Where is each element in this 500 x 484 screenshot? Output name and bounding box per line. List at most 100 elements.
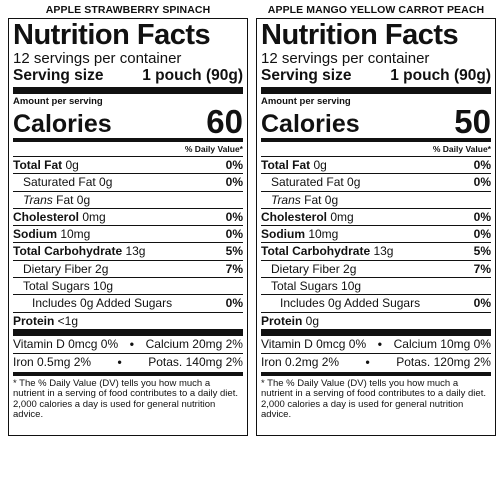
daily-value: 7% <box>225 261 243 276</box>
nutrient-amount: 10g <box>89 279 114 294</box>
total-sugars-row: Total Sugars 10g <box>261 278 491 296</box>
trans-fat-row: Trans Fat 0g <box>261 192 491 209</box>
nutrient-amount: 0g <box>321 192 339 207</box>
nutrient-label: Total Carbohydrate <box>261 244 371 259</box>
nutrient-label: Sodium <box>261 227 305 242</box>
servings-per-container: 12 servings per container <box>261 50 430 67</box>
sodium-row: Sodium 10mg 0% <box>13 226 243 244</box>
serving-size-label: Serving size <box>13 67 104 84</box>
total-sugars-row: Total Sugars 10g <box>13 278 243 296</box>
nutrient-label: Total Fat <box>261 158 311 172</box>
nutrient-amount: 0g <box>310 158 327 172</box>
serving-size-row: Serving size 1 pouch (90g) <box>261 67 491 85</box>
divider-thick <box>13 329 243 336</box>
calories-value: 50 <box>454 103 491 140</box>
nutrient-label: Includes 0g Added Sugars <box>32 296 173 311</box>
nutrient-label-italic: Trans <box>23 192 53 207</box>
daily-value: 0% <box>225 296 243 311</box>
potassium: Potas. 120mg 2% <box>396 354 491 369</box>
vitamin-row-1: Vitamin D 0mcg 0% • Calcium 20mg 2% <box>13 336 243 354</box>
daily-value: 0% <box>473 175 491 190</box>
divider-medium <box>261 371 491 376</box>
nutrient-amount: <1g <box>54 313 79 328</box>
nutrient-label: Fat <box>300 192 322 207</box>
calories-label: Calories <box>261 110 360 138</box>
nutrient-amount: 0mg <box>79 209 106 224</box>
serving-size-label: Serving size <box>261 67 352 84</box>
calories-row: Calories 60 <box>13 103 243 140</box>
nutrient-label: Dietary Fiber <box>271 261 340 276</box>
nutrient-label: Sodium <box>13 227 57 242</box>
nutrient-amount: 2g <box>339 261 357 276</box>
nutrient-amount: 2g <box>91 261 109 276</box>
protein-row: Protein <1g <box>13 311 243 330</box>
nutrient-amount: 0g <box>343 175 361 190</box>
protein-row: Protein 0g <box>261 311 491 330</box>
nutrient-label: Dietary Fiber <box>23 261 92 276</box>
nutrient-label: Saturated Fat <box>23 175 96 190</box>
saturated-fat-row: Saturated Fat 0g 0% <box>13 174 243 192</box>
nutrient-label: Total Carbohydrate <box>13 244 123 259</box>
nutrient-amount: 13g <box>122 244 146 259</box>
dietary-fiber-row: Dietary Fiber 2g 7% <box>13 261 243 279</box>
divider-medium <box>13 371 243 376</box>
daily-value: 0% <box>225 158 243 172</box>
bullet-separator: • <box>129 336 134 351</box>
daily-value: 0% <box>225 209 243 224</box>
product-name: APPLE MANGO YELLOW CARROT PEACH <box>267 4 485 16</box>
nutrient-amount: 10mg <box>305 227 339 242</box>
total-carbohydrate-row: Total Carbohydrate 13g 5% <box>13 243 243 261</box>
nutrient-amount: 13g <box>370 244 394 259</box>
nutrient-label: Total Sugars <box>271 279 338 294</box>
daily-value-header: % Daily Value* <box>261 142 491 157</box>
divider-thick <box>261 329 491 336</box>
divider-medium <box>13 138 243 142</box>
daily-value: 0% <box>225 175 243 190</box>
right-nutrition-panel: APPLE MANGO YELLOW CARROT PEACH Nutritio… <box>256 0 496 436</box>
divider-thick <box>261 87 491 94</box>
daily-value: 5% <box>473 244 491 259</box>
vitamin-row-2: Iron 0.2mg 2% • Potas. 120mg 2% <box>261 354 491 371</box>
nutrient-amount: 10mg <box>57 227 91 242</box>
nutrient-label: Saturated Fat <box>271 175 344 190</box>
nutrient-amount: 0g <box>73 192 91 207</box>
daily-value: 0% <box>473 296 491 311</box>
calories-value: 60 <box>206 103 243 140</box>
daily-value: 0% <box>473 209 491 224</box>
bullet-separator: • <box>377 336 382 351</box>
added-sugars-row: Includes 0g Added Sugars 0% <box>261 295 491 311</box>
daily-value-header: % Daily Value* <box>13 142 243 157</box>
cholesterol-row: Cholesterol 0mg 0% <box>13 209 243 227</box>
calories-row: Calories 50 <box>261 103 491 140</box>
dietary-fiber-row: Dietary Fiber 2g 7% <box>261 261 491 279</box>
vitamin-row-1: Vitamin D 0mcg 0% • Calcium 10mg 0% <box>261 336 491 354</box>
divider-medium <box>261 138 491 142</box>
iron: Iron 0.5mg 2% <box>13 354 92 369</box>
nutrition-label: Nutrition Facts 12 servings per containe… <box>256 18 496 436</box>
nutrient-label: Fat <box>52 192 74 207</box>
nutrient-amount: 0mg <box>327 209 354 224</box>
trans-fat-row: Trans Fat 0g <box>13 192 243 209</box>
label-title: Nutrition Facts <box>13 19 211 51</box>
footnote: * The % Daily Value (DV) tells you how m… <box>261 377 486 421</box>
daily-value: 0% <box>473 158 491 172</box>
footnote: * The % Daily Value (DV) tells you how m… <box>13 377 238 421</box>
nutrient-label: Protein <box>261 313 303 328</box>
nutrient-amount: 0g <box>62 158 79 172</box>
bullet-separator: • <box>117 354 122 369</box>
bullet-separator: • <box>365 354 370 369</box>
total-fat-row: Total Fat 0g 0% <box>261 157 491 175</box>
daily-value: 0% <box>473 227 491 242</box>
nutrient-label: Includes 0g Added Sugars <box>280 296 421 311</box>
cholesterol-row: Cholesterol 0mg 0% <box>261 209 491 227</box>
sodium-row: Sodium 10mg 0% <box>261 226 491 244</box>
vitamin-d: Vitamin D 0mcg 0% <box>13 336 119 351</box>
nutrient-label: Cholesterol <box>261 209 328 224</box>
left-nutrition-panel: APPLE STRAWBERRY SPINACH Nutrition Facts… <box>8 0 248 436</box>
nutrient-amount: 0g <box>95 175 113 190</box>
nutrient-label: Total Fat <box>13 158 63 172</box>
serving-size-value: 1 pouch (90g) <box>390 67 491 84</box>
servings-per-container: 12 servings per container <box>13 50 182 67</box>
saturated-fat-row: Saturated Fat 0g 0% <box>261 174 491 192</box>
nutrient-label: Total Sugars <box>23 279 90 294</box>
